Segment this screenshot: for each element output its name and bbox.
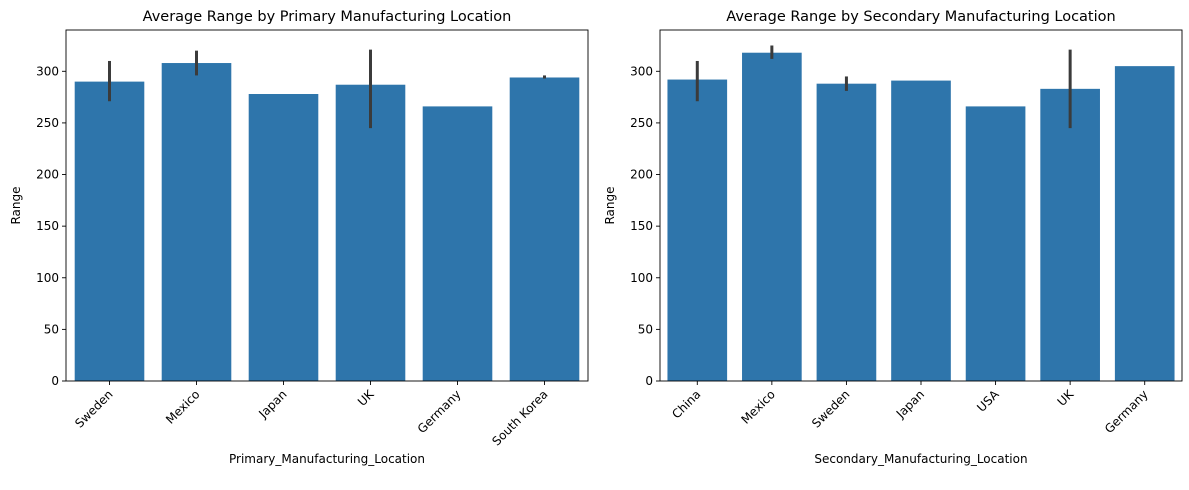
bar-sweden [816,83,877,382]
bar-south-korea [509,77,580,382]
y-tick-label: 300 [36,64,59,78]
y-tick-label: 150 [630,219,653,233]
x-tick-label: Germany [1102,387,1151,436]
chart-title: Average Range by Secondary Manufacturing… [726,9,1115,25]
bar-japan [248,94,319,381]
x-tick-label: Mexico [738,387,778,427]
y-tick-label: 100 [36,271,59,285]
x-tick-label: Germany [415,387,464,436]
x-tick-label: South Korea [489,387,550,448]
bar-uk [1040,88,1100,381]
bar-uk [335,84,406,381]
y-tick-label: 0 [645,374,653,388]
chart-panel-1: Average Range by Primary Manufacturing L… [9,9,589,466]
bar-germany [1114,66,1175,381]
bar-germany [422,106,493,382]
bar-japan [891,80,951,381]
y-axis-label: Range [9,186,23,224]
y-tick-label: 200 [36,168,59,182]
x-tick-label: UK [355,386,377,408]
x-tick-label: Sweden [809,387,852,430]
bar-china [667,79,728,381]
chart-title: Average Range by Primary Manufacturing L… [143,9,512,25]
x-tick-label: Japan [255,387,289,421]
y-tick-label: 300 [630,64,653,78]
chart-panel-2: Average Range by Secondary Manufacturing… [603,9,1183,466]
x-tick-label: USA [974,387,1002,415]
y-tick-label: 0 [51,374,59,388]
bar-mexico [742,52,802,382]
y-tick-label: 250 [630,116,653,130]
y-tick-label: 50 [44,322,59,336]
x-tick-label: UK [1055,386,1077,408]
x-tick-label: Sweden [72,387,115,430]
x-tick-label: Japan [893,387,927,421]
x-tick-label: China [669,387,703,421]
y-tick-label: 200 [630,168,653,182]
y-tick-label: 100 [630,271,653,285]
bar-usa [965,106,1026,382]
axes-frame [65,29,589,382]
bar-mexico [161,63,232,382]
x-axis-label: Primary_Manufacturing_Location [229,452,425,466]
y-tick-label: 50 [638,322,653,336]
y-tick-label: 250 [36,116,59,130]
x-tick-label: Mexico [163,387,203,427]
bar-sweden [74,81,145,381]
x-axis-label: Secondary_Manufacturing_Location [814,452,1027,466]
y-axis-label: Range [603,186,617,224]
y-tick-label: 150 [36,219,59,233]
